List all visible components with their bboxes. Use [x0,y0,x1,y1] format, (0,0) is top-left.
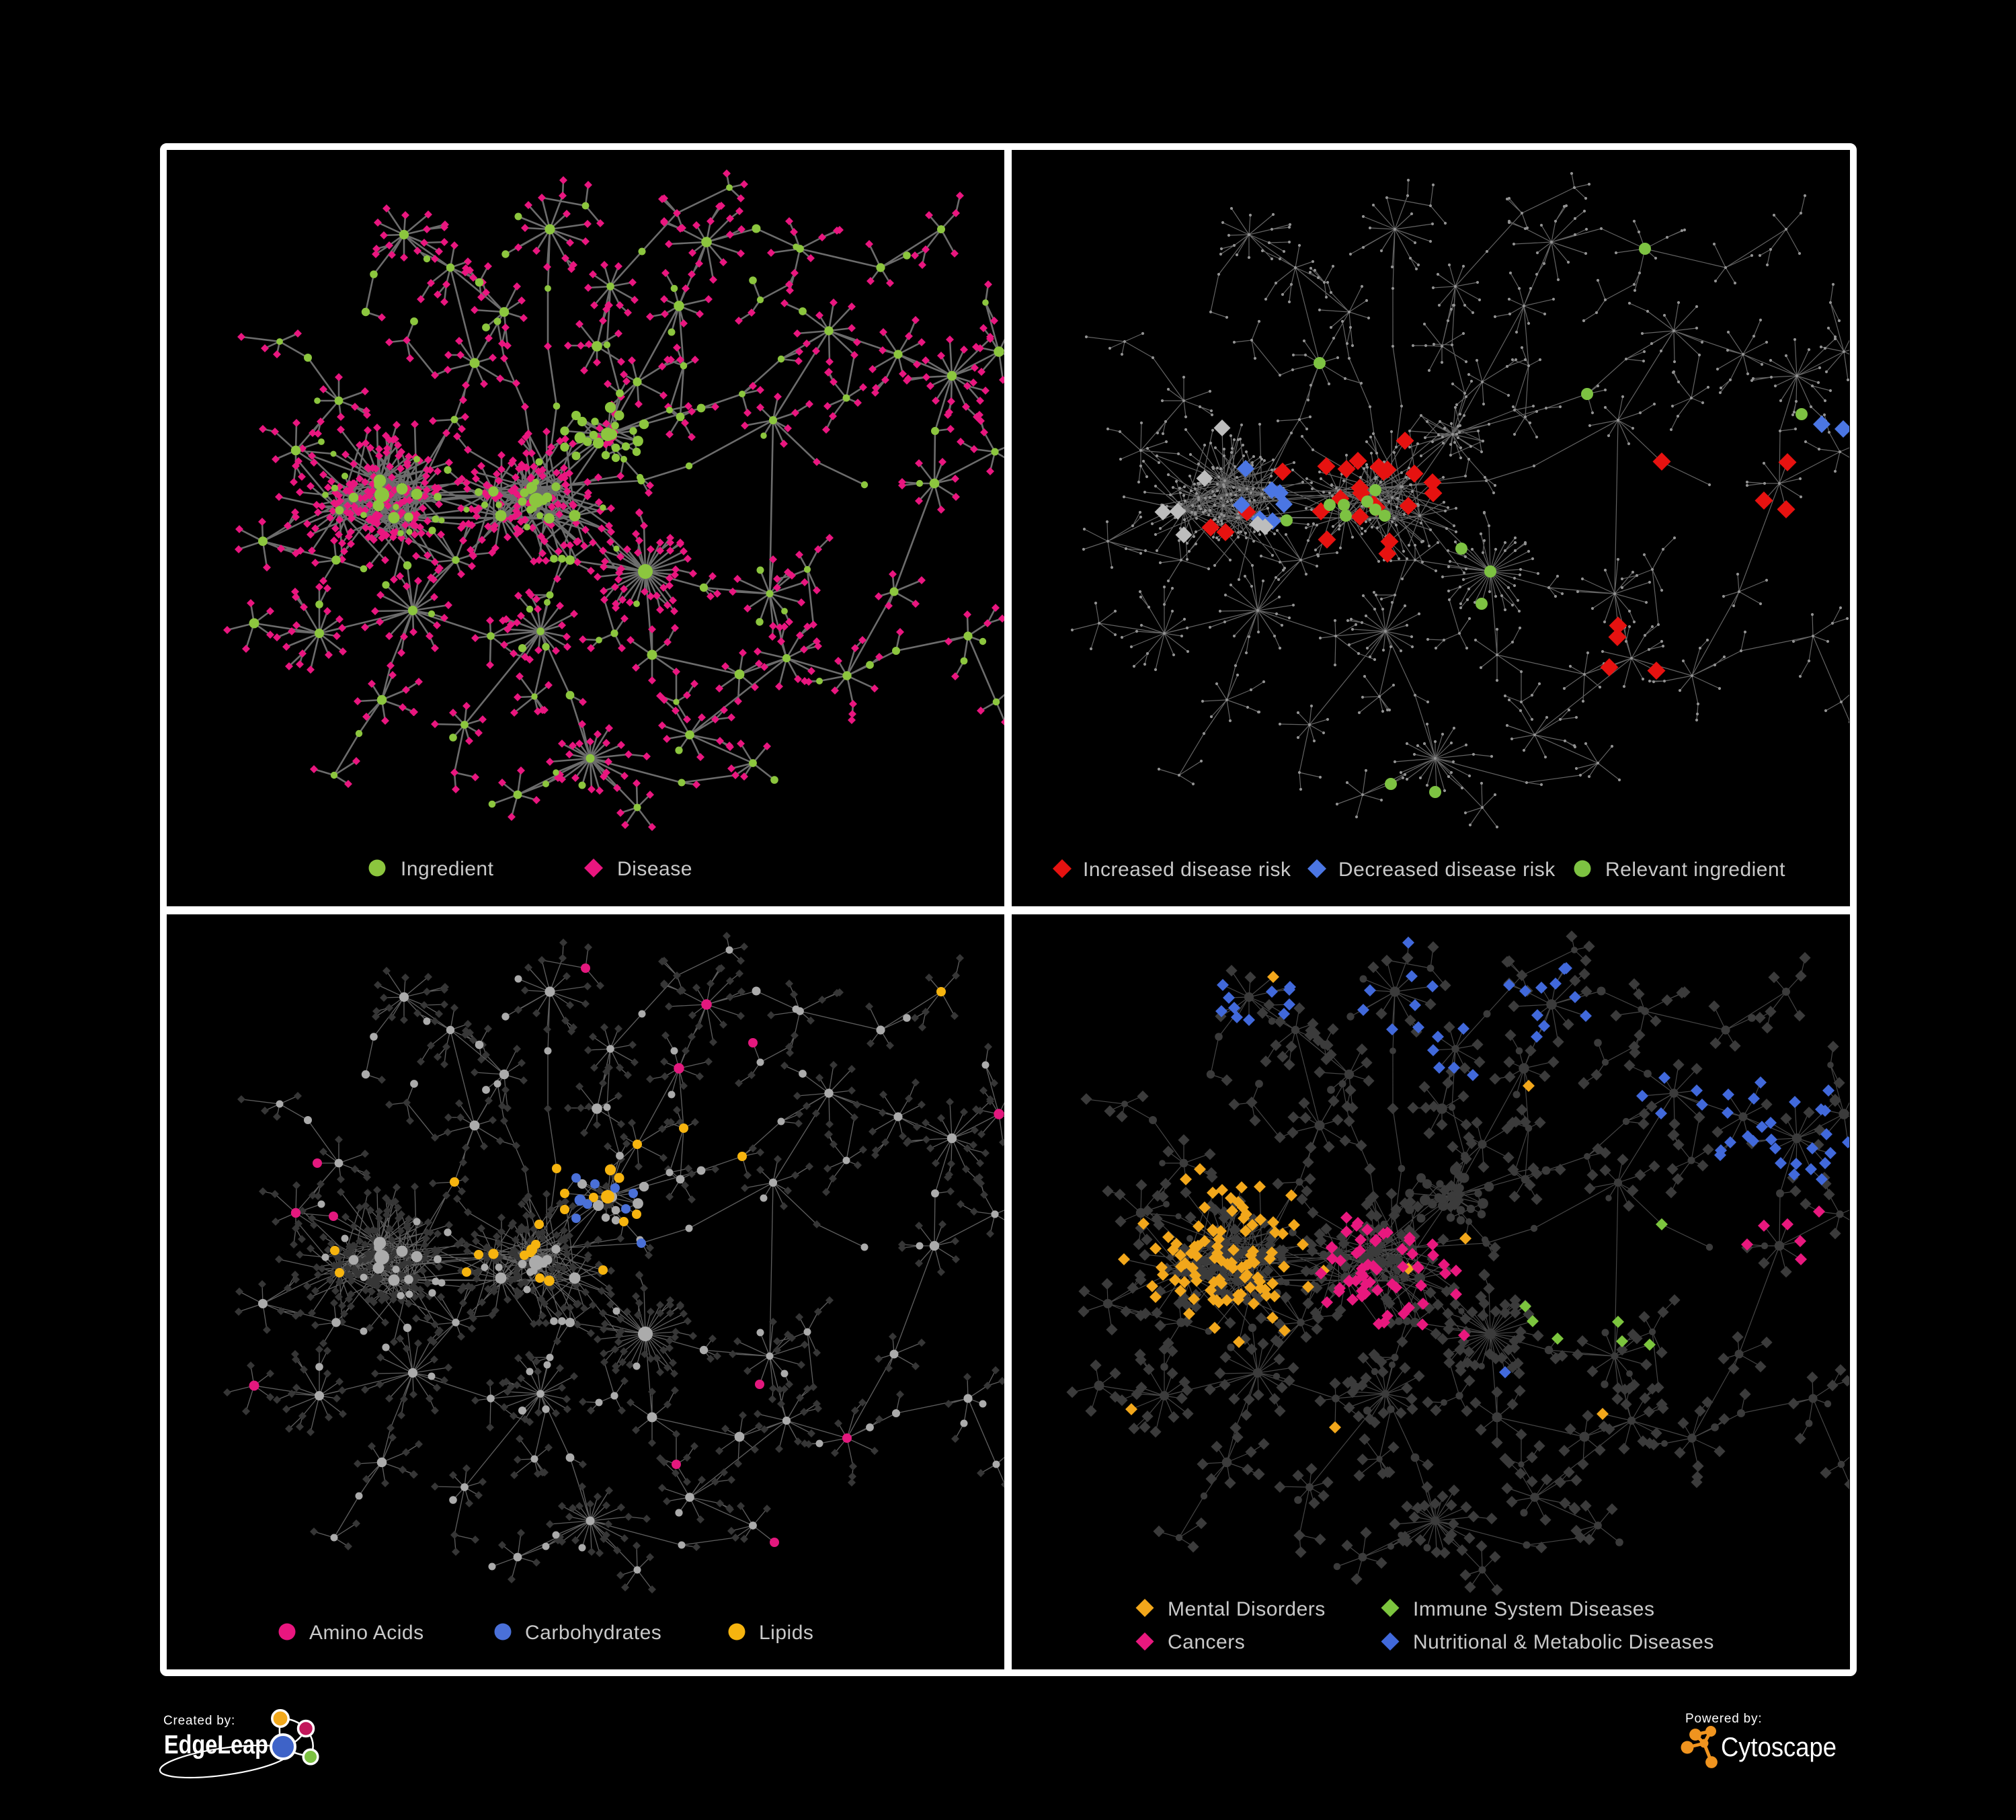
svg-text:Lipids: Lipids [759,1622,813,1644]
svg-text:EdgeLeap: EdgeLeap [164,1731,268,1759]
svg-text:Powered by:: Powered by: [1685,1712,1762,1726]
svg-text:Nutritional & Metabolic Diseas: Nutritional & Metabolic Diseases [1413,1631,1714,1653]
svg-text:Cancers: Cancers [1168,1631,1245,1653]
svg-text:Increased disease risk: Increased disease risk [1083,859,1291,881]
svg-text:Immune System Diseases: Immune System Diseases [1413,1598,1654,1620]
svg-text:Amino Acids: Amino Acids [309,1622,424,1644]
svg-text:Disease: Disease [617,858,692,880]
svg-text:Ingredient: Ingredient [401,858,494,880]
svg-text:Mental Disorders: Mental Disorders [1168,1598,1326,1620]
svg-text:Relevant ingredient: Relevant ingredient [1605,859,1785,881]
svg-text:Cytoscape: Cytoscape [1721,1733,1837,1762]
svg-text:Carbohydrates: Carbohydrates [525,1622,661,1644]
svg-text:Created by:: Created by: [163,1714,235,1728]
svg-text:Decreased disease risk: Decreased disease risk [1338,859,1556,881]
